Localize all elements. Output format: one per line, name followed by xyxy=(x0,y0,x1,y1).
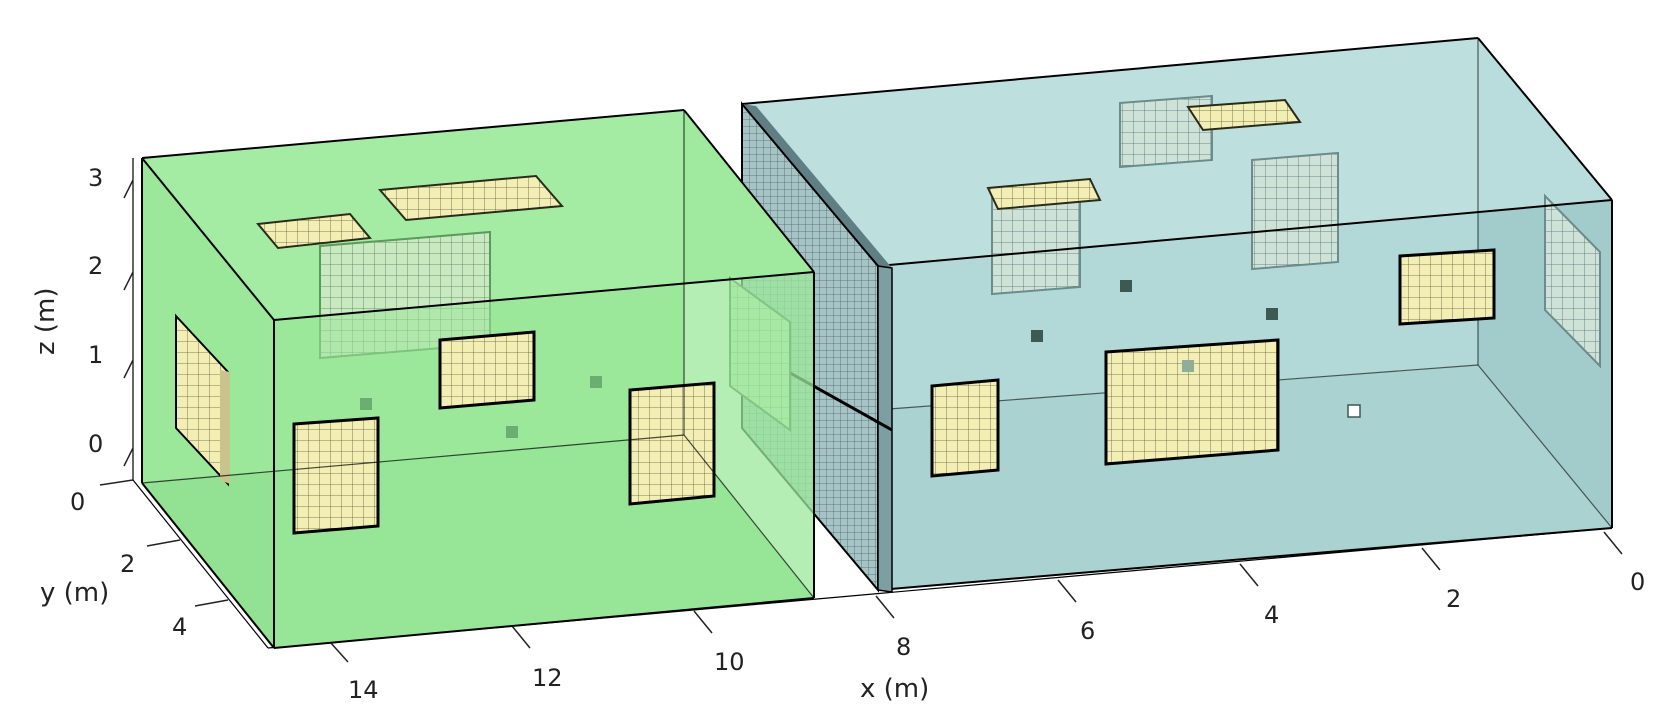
y-tick-4 xyxy=(194,599,229,607)
left-back-floor-edge xyxy=(141,434,685,484)
x-tick-label-0: 0 xyxy=(1630,568,1645,596)
left-top-right-edge xyxy=(683,109,815,273)
right-ceiling-panel-left xyxy=(986,177,1102,211)
x-tick-label-6: 6 xyxy=(1080,617,1095,645)
x-tick-6 xyxy=(1057,579,1077,603)
x-tick-label-14: 14 xyxy=(348,676,379,704)
y-axis-label: y (m) xyxy=(40,578,109,608)
z-tick-1 xyxy=(123,359,134,379)
left-bottom-left-edge xyxy=(141,482,275,649)
z-tick-3 xyxy=(123,179,134,199)
x-tick-8 xyxy=(875,595,895,619)
right-sensor-4 xyxy=(1182,360,1194,372)
x-tick-label-12: 12 xyxy=(532,664,563,692)
z-tick-label-0: 0 xyxy=(88,430,103,458)
x-tick-14 xyxy=(329,641,349,663)
x-tick-label-2: 2 xyxy=(1446,585,1461,613)
right-room xyxy=(741,37,1613,591)
partition-wall-top xyxy=(742,104,892,268)
x-tick-label-4: 4 xyxy=(1264,601,1279,629)
left-top-front-edge xyxy=(273,271,815,321)
y-tick-2 xyxy=(146,539,181,547)
right-sidewall-panel xyxy=(1544,193,1601,369)
y-tick-label-4: 4 xyxy=(172,613,187,641)
z-tick-2 xyxy=(123,271,134,291)
x-tick-label-10: 10 xyxy=(714,648,745,676)
left-ceiling-panel-long xyxy=(377,174,565,222)
x-tick-label-8: 8 xyxy=(896,633,911,661)
x-tick-4 xyxy=(1239,563,1259,587)
z-tick-0 xyxy=(123,447,134,467)
x-tick-2 xyxy=(1421,547,1441,571)
right-backwall-panel-top xyxy=(1119,94,1213,169)
right-top-side-edge xyxy=(1477,37,1613,201)
y-tick-label-2: 2 xyxy=(120,550,135,578)
left-top-back-edge xyxy=(141,109,685,159)
right-ceiling-panel-right xyxy=(1186,98,1302,132)
left-front-panel-low xyxy=(292,416,380,535)
y-tick-label-0: 0 xyxy=(70,488,85,516)
y-axis-line xyxy=(132,479,269,649)
left-sidewall-panel-edge xyxy=(220,370,230,484)
right-floor-side-edge xyxy=(1477,364,1613,529)
right-sensor-2 xyxy=(1266,308,1278,320)
y-axis: 0 2 4 y (m) xyxy=(40,479,269,649)
left-front-panel-mid xyxy=(438,330,536,410)
left-sidewall-panel xyxy=(175,313,229,487)
right-front-panel-small xyxy=(930,378,1000,478)
right-sensor-5 xyxy=(1347,404,1361,418)
left-room xyxy=(141,109,815,649)
left-bottom-front-edge xyxy=(273,597,815,649)
partition-wall-edge xyxy=(877,265,893,593)
x-tick-12 xyxy=(511,625,531,649)
left-room-front-wall xyxy=(274,272,814,648)
x-axis-label: x (m) xyxy=(860,674,929,704)
right-sensor-3 xyxy=(1031,330,1043,342)
z-tick-label-2: 2 xyxy=(88,252,103,280)
right-backwall-panel-mid xyxy=(1251,151,1339,271)
right-bottom-front-edge xyxy=(877,527,1613,591)
left-room-ceiling xyxy=(142,110,814,320)
right-front-panel-high xyxy=(1398,248,1496,326)
left-top-left-edge xyxy=(141,157,275,321)
right-front-panel-large xyxy=(1104,338,1280,466)
x-tick-10 xyxy=(693,610,713,634)
right-top-back-edge xyxy=(741,37,1479,105)
z-tick-label-1: 1 xyxy=(88,341,103,369)
right-sensor-1 xyxy=(1120,280,1132,292)
right-top-front-edge xyxy=(877,199,1613,267)
z-axis-label: z (m) xyxy=(31,287,61,355)
left-floor-side-edge xyxy=(683,434,815,599)
z-axis: 3 2 1 0 z (m) xyxy=(31,158,134,480)
left-front-panel-right xyxy=(628,381,716,506)
x-tick-0 xyxy=(1603,531,1623,555)
z-tick-label-3: 3 xyxy=(88,164,103,192)
y-tick-0 xyxy=(99,479,134,486)
left-ceiling-panel-small xyxy=(256,212,372,250)
